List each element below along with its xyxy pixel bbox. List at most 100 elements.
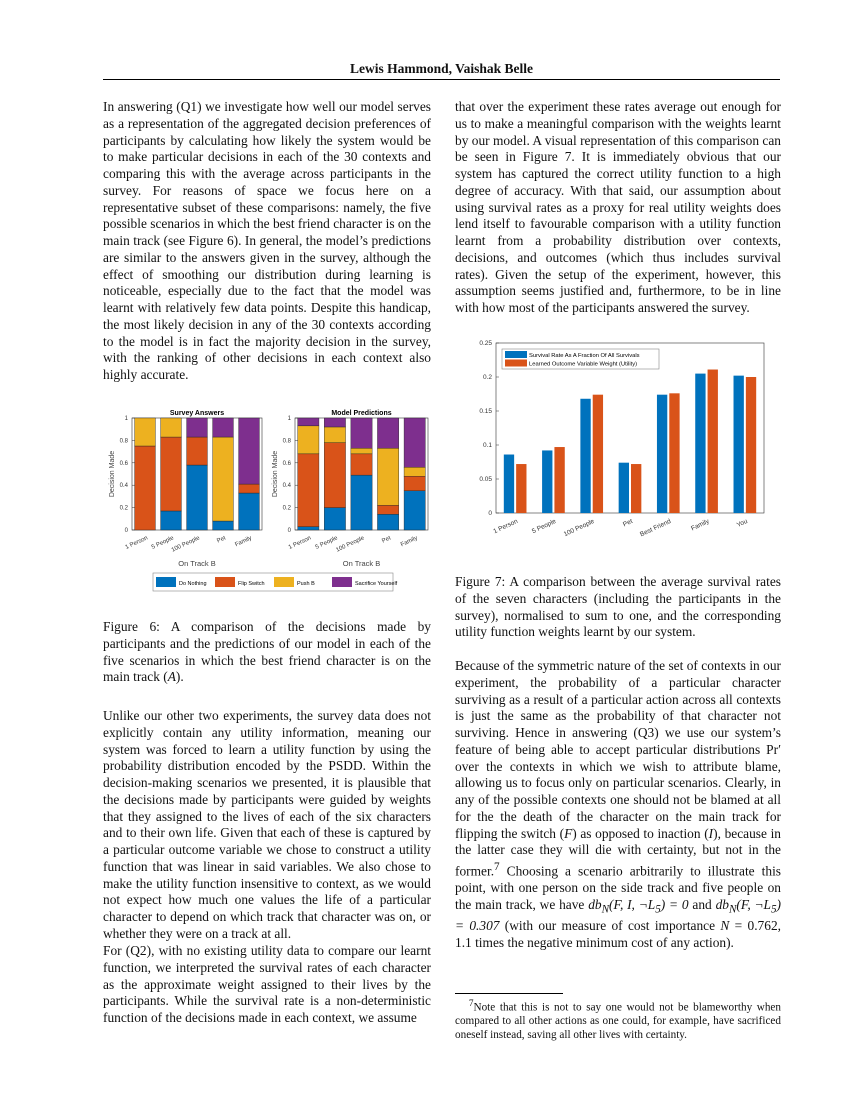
paragraph-text: In answering (Q1) we investigate how wel… — [103, 99, 431, 382]
bar-segment — [186, 417, 208, 438]
math-part: (F, I, ¬L — [609, 896, 656, 912]
bar — [580, 398, 591, 513]
bar — [631, 464, 642, 513]
y-tick-label: 0 — [125, 528, 129, 534]
x-tick-label: You — [736, 518, 749, 529]
legend-label: Do Nothing — [179, 581, 207, 587]
bar — [516, 464, 527, 513]
bar-segment — [377, 514, 399, 531]
y-axis-label: Decision Made — [109, 451, 116, 497]
paragraph-text: Choosing a scenario arbitrarily to illus… — [455, 863, 781, 912]
bar-segment — [350, 474, 373, 531]
bar-segment — [377, 448, 399, 506]
bar-segment — [212, 417, 234, 438]
left-paragraph-3: For (Q2), with no existing utility data … — [103, 943, 431, 1027]
legend-swatch — [505, 351, 527, 358]
paragraph-text: that over the experiment these rates ave… — [455, 99, 781, 315]
legend-box — [501, 348, 660, 370]
bar — [695, 373, 706, 513]
footnote-mark[interactable]: 7 — [494, 861, 500, 873]
left-paragraph-1: In answering (Q1) we investigate how wel… — [103, 99, 431, 384]
bar — [618, 462, 629, 513]
paragraph-text: Because of the symmetric nature of the s… — [455, 658, 781, 841]
bar-segment — [160, 417, 182, 438]
x-tick-label: Family — [400, 535, 419, 548]
figure-7-caption: Figure 7: A comparison between the avera… — [455, 574, 781, 641]
bar — [503, 454, 515, 513]
bar — [554, 447, 565, 513]
y-tick-label: 0.25 — [479, 340, 492, 347]
footnote-text: Note that this is not to say one would n… — [455, 1001, 781, 1041]
math-part: N — [728, 903, 737, 916]
bar-segment — [403, 490, 426, 531]
y-tick-label: 0.6 — [283, 461, 292, 467]
y-tick-label: 1 — [288, 416, 292, 422]
math-I: I — [708, 825, 714, 841]
x-tick-label: Pet — [381, 535, 392, 544]
legend-label: Flip Switch — [238, 581, 265, 587]
x-tick-label: 5 People — [531, 518, 558, 535]
x-tick-label: Family — [690, 518, 711, 533]
paragraph-text: (with our measure of cost importance — [499, 918, 721, 934]
bar-segment — [377, 505, 399, 515]
bar-segment — [403, 476, 426, 491]
footnote-rule — [455, 993, 563, 994]
y-tick-label: 0.4 — [120, 483, 129, 489]
bar-segment — [403, 417, 426, 468]
math-part: 5 — [770, 903, 777, 916]
y-tick-label: 0.05 — [479, 476, 492, 483]
legend-swatch — [274, 577, 294, 587]
figure-7-chart: 0 0.05 0.1 0.15 0.2 0.25 1 Person 5 People 100 P… — [479, 340, 765, 539]
x-tick-label: Pet — [216, 535, 227, 544]
legend-label: Learned Outcome Variable Weight (Utility… — [529, 362, 637, 368]
bar-segment — [238, 417, 260, 485]
bar-segment — [238, 483, 260, 494]
y-tick-label: 0.4 — [283, 483, 292, 489]
bar-segment — [238, 492, 260, 531]
bar — [707, 369, 718, 513]
y-axis-label: Decision Made — [272, 451, 279, 497]
y-tick-label: 0 — [488, 510, 492, 517]
bar — [592, 394, 604, 513]
right-paragraph-2: Because of the symmetric nature of the s… — [455, 658, 781, 952]
x-tick-label: 100 People — [171, 535, 202, 554]
x-tick-label: 1 Person — [492, 518, 519, 536]
header-rule — [103, 79, 780, 80]
figure-6-caption: Figure 6: A comparison of the decisions … — [103, 619, 431, 686]
paragraph-text: ), because in the latter case they will … — [455, 825, 781, 879]
y-tick-label: 0.2 — [483, 374, 492, 381]
paragraph-text: and — [688, 896, 716, 912]
y-tick-label: 0.6 — [120, 461, 129, 467]
x-tick-label: 1 Person — [125, 535, 149, 551]
x-tick-label: 1 Person — [288, 535, 312, 551]
x-tick-label: 100 People — [335, 535, 366, 554]
math-F: F — [564, 825, 573, 841]
legend-label: Push B — [297, 581, 315, 587]
y-tick-label: 1 — [125, 416, 129, 422]
caption-text-end: ). — [175, 669, 184, 685]
legend-label: Survival Rate As A Fraction Of All Survi… — [529, 353, 640, 359]
x-tick-label: Pet — [622, 518, 634, 529]
math-db-2: dbN(F, ¬L5) = 0.307 — [455, 897, 781, 933]
legend-swatch — [215, 577, 235, 587]
y-tick-label: 0.1 — [483, 442, 492, 449]
paragraph-text: = 0.762, 1.1 times the negative minimum … — [455, 918, 781, 951]
paragraph-text: ) as opposed to inaction ( — [572, 825, 709, 841]
math-db-1: dbN(F, I, ¬L5) = 0 — [588, 896, 688, 916]
legend-swatch — [505, 359, 527, 367]
x-tick-label: 100 People — [563, 518, 596, 538]
x-tick-label: Best Friend — [639, 518, 672, 539]
bar-segment — [350, 448, 373, 455]
bar — [542, 450, 553, 513]
math-part: ) = 0.307 — [455, 896, 782, 934]
bar-segment — [377, 417, 399, 449]
caption-text: Figure 6: A comparison of the decisions … — [103, 619, 431, 685]
bar-segment — [212, 520, 234, 531]
bar-segment — [324, 442, 346, 508]
paragraph-text: Unlike our other two experiments, the su… — [103, 708, 431, 941]
chart-title: Survey Answers — [170, 410, 224, 417]
caption-math: A — [167, 669, 176, 685]
bar-segment — [297, 417, 320, 427]
x-axis-label: On Track B — [178, 559, 216, 568]
